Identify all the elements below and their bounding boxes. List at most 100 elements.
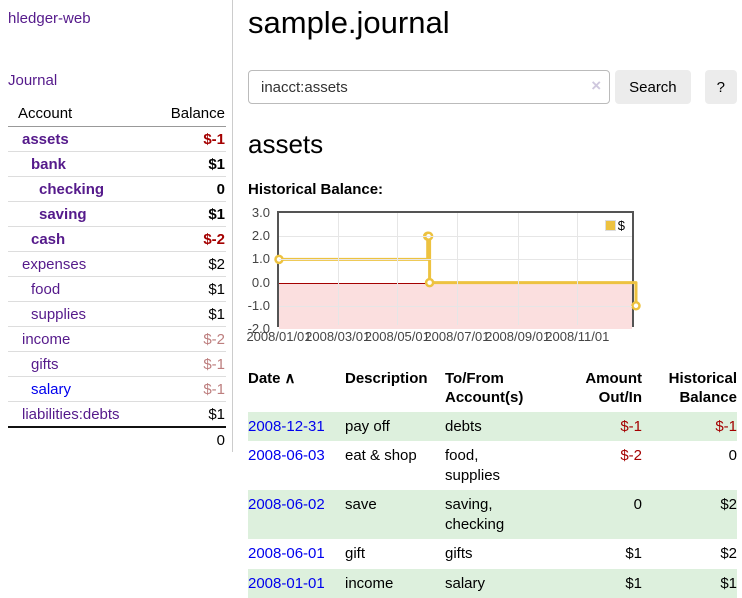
account-balance: $-1 xyxy=(153,376,226,402)
accounts-header-account: Account xyxy=(8,103,154,127)
account-row-expenses: expenses $2 xyxy=(8,251,226,277)
account-balance: $2 xyxy=(153,251,226,277)
search-input[interactable] xyxy=(248,70,611,105)
account-link-saving[interactable]: saving xyxy=(39,206,87,223)
account-link-income[interactable]: income xyxy=(22,331,71,348)
register-row: 2008-12-31 pay off debts $-1 $-1 xyxy=(248,411,737,442)
register-row: 2008-06-01 gift gifts $1 $2 xyxy=(248,539,737,569)
account-row-gifts: gifts $-1 xyxy=(8,351,226,377)
register-header-date[interactable]: Date ∧ xyxy=(248,370,296,388)
accounts-table: Account Balance assets $-1 bank $1 check… xyxy=(8,103,226,452)
transaction-accounts: gifts xyxy=(445,545,473,563)
account-link-food[interactable]: food xyxy=(31,281,61,298)
transaction-description: save xyxy=(345,490,445,540)
account-balance: $-2 xyxy=(153,226,226,252)
chart-x-axis: 2008/01/01 2008/03/01 2008/05/01 2008/07/01… xyxy=(246,329,610,345)
account-row-income: income $-2 xyxy=(8,326,226,352)
transaction-accounts: saving, checking xyxy=(445,490,545,540)
search-button[interactable]: Search xyxy=(615,70,691,105)
register-row: 2008-06-02 save saving, checking 0 $2 xyxy=(248,490,737,540)
account-row-supplies: supplies $1 xyxy=(8,301,226,327)
sidebar-item-journal[interactable]: Journal xyxy=(8,72,58,89)
legend-label: $ xyxy=(617,218,625,234)
register-header-accounts: To/From Account(s) xyxy=(445,370,524,406)
accounts-total-row: 0 xyxy=(8,426,226,452)
register-row: 2008-01-01 income salary $1 $1 xyxy=(248,568,737,598)
account-link-expenses[interactable]: expenses xyxy=(22,256,87,273)
register-header-amount: Amount Out/In xyxy=(585,370,642,406)
chart-legend: $ xyxy=(602,217,627,235)
account-balance: $1 xyxy=(153,151,226,177)
register-header-balance: Historical Balance xyxy=(668,370,737,406)
chart-y-axis: 3.0 2.0 1.0 0.0 -1.0 -2.0 xyxy=(247,205,270,337)
account-link-checking[interactable]: checking xyxy=(39,181,105,198)
account-link-supplies[interactable]: supplies xyxy=(31,306,87,323)
transaction-date-link[interactable]: 2008-01-01 xyxy=(248,574,325,592)
transaction-date-link[interactable]: 2008-06-03 xyxy=(248,447,325,465)
transaction-amount: 0 xyxy=(545,490,642,540)
account-link-salary[interactable]: salary xyxy=(31,381,72,398)
main-content: sample.journal × Search ? assets Histori… xyxy=(246,0,737,598)
historical-balance-chart[interactable]: 3.0 2.0 1.0 0.0 -1.0 -2.0 $ 2008/01/01 2008/03… xyxy=(246,205,737,347)
account-row-assets: assets $-1 xyxy=(8,127,226,152)
transaction-accounts: salary xyxy=(445,568,545,598)
app-title-link[interactable]: hledger-web xyxy=(8,10,91,27)
transaction-balance: $2 xyxy=(720,545,737,563)
register-row: 2008-06-03 eat & shop food, supplies $-2… xyxy=(248,441,737,490)
clear-search-icon[interactable]: × xyxy=(591,76,602,96)
account-link-cash[interactable]: cash xyxy=(31,231,66,248)
accounts-header-row: Account Balance xyxy=(8,103,226,127)
account-heading: assets xyxy=(248,129,324,160)
account-balance: $-1 xyxy=(203,131,225,148)
account-row-cash: cash $-2 xyxy=(8,226,226,252)
search-bar: × Search ? xyxy=(248,70,737,105)
transaction-date-link[interactable]: 2008-12-31 xyxy=(248,417,325,435)
page-title: sample.journal xyxy=(248,5,450,40)
account-balance: $1 xyxy=(153,201,226,227)
account-link-assets[interactable]: assets xyxy=(22,131,69,148)
chart-plot-area: $ xyxy=(274,211,641,330)
chart-title: Historical Balance: xyxy=(248,181,384,199)
account-balance: $-1 xyxy=(153,351,226,377)
account-link-liabilities-debts[interactable]: liabilities:debts xyxy=(22,406,120,423)
transaction-balance: $1 xyxy=(642,568,737,598)
transaction-amount: $1 xyxy=(545,568,642,598)
chart-plot-column: $ 2008/01/01 2008/03/01 2008/05/01 2008/07/… xyxy=(246,211,641,347)
sort-ascending-icon: ∧ xyxy=(284,370,296,388)
account-balance: $1 xyxy=(153,401,226,427)
register-table: Date ∧ Description To/From Account(s) Amo… xyxy=(248,368,737,598)
account-balance: $1 xyxy=(153,276,226,302)
account-link-gifts[interactable]: gifts xyxy=(31,356,59,373)
transaction-description: pay off xyxy=(345,411,445,442)
account-balance: 0 xyxy=(153,176,226,202)
transaction-amount: $-2 xyxy=(620,447,642,465)
transaction-date-link[interactable]: 2008-06-01 xyxy=(248,545,325,563)
account-row-liabilities-debts: liabilities:debts $1 xyxy=(8,401,226,427)
transaction-date-link[interactable]: 2008-06-02 xyxy=(248,496,325,514)
account-row-bank: bank $1 xyxy=(8,151,226,177)
account-row-saving: saving $1 xyxy=(8,201,226,227)
search-input-wrap: × xyxy=(248,70,611,105)
transaction-balance: 0 xyxy=(728,447,737,465)
account-row-salary: salary $-1 xyxy=(8,376,226,402)
transaction-description: income xyxy=(345,568,445,598)
account-link-bank[interactable]: bank xyxy=(31,156,67,173)
accounts-header-balance: Balance xyxy=(153,103,226,127)
account-balance: $-2 xyxy=(153,326,226,352)
transaction-accounts: debts xyxy=(445,411,545,442)
account-row-food: food $1 xyxy=(8,276,226,302)
legend-swatch-icon xyxy=(604,220,616,232)
account-balance: $1 xyxy=(153,301,226,327)
transaction-amount: $1 xyxy=(625,545,642,563)
account-row-checking: checking 0 xyxy=(8,176,226,202)
transaction-description: eat & shop xyxy=(345,447,417,465)
transaction-balance: $2 xyxy=(642,490,737,540)
transaction-accounts: food, supplies xyxy=(445,447,501,484)
help-button[interactable]: ? xyxy=(704,70,737,105)
register-header-description: Description xyxy=(345,370,428,388)
register-header-row: Date ∧ Description To/From Account(s) Amo… xyxy=(248,368,737,412)
sidebar: hledger-web Journal Account Balance asse… xyxy=(0,0,233,452)
transaction-amount: $-1 xyxy=(545,411,642,442)
transaction-description: gift xyxy=(345,545,366,563)
